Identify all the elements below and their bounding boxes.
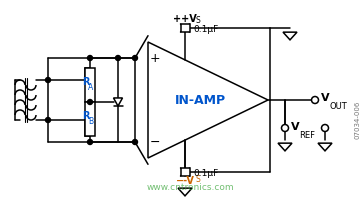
Circle shape — [45, 117, 51, 122]
Polygon shape — [113, 98, 122, 106]
Circle shape — [132, 55, 138, 60]
Text: 0.1μF: 0.1μF — [193, 25, 218, 34]
Text: V: V — [291, 122, 300, 132]
Polygon shape — [318, 143, 332, 151]
Text: ++V: ++V — [173, 14, 197, 24]
Circle shape — [87, 55, 92, 60]
Circle shape — [116, 55, 121, 60]
Circle shape — [45, 77, 51, 82]
Text: REF: REF — [299, 131, 315, 140]
Circle shape — [282, 124, 288, 132]
Circle shape — [87, 140, 92, 144]
Polygon shape — [148, 42, 268, 158]
Text: V: V — [321, 93, 330, 103]
Text: −-V: −-V — [175, 176, 195, 186]
Text: B: B — [88, 116, 93, 126]
Text: R: R — [82, 111, 90, 121]
Text: 0.1μF: 0.1μF — [193, 170, 218, 178]
Bar — [180, 24, 190, 32]
Polygon shape — [278, 143, 292, 151]
Text: −: − — [150, 136, 160, 148]
Text: A: A — [88, 82, 93, 92]
Text: www.cntronics.com: www.cntronics.com — [146, 182, 234, 192]
Circle shape — [312, 97, 318, 104]
Bar — [85, 102, 95, 136]
Circle shape — [322, 124, 329, 132]
Text: S: S — [195, 175, 200, 184]
Text: R: R — [82, 77, 90, 87]
Text: +: + — [150, 51, 160, 64]
Text: OUT: OUT — [329, 102, 347, 111]
Text: S: S — [195, 16, 200, 25]
Bar — [85, 68, 95, 102]
Polygon shape — [283, 32, 297, 40]
Circle shape — [87, 99, 92, 104]
Circle shape — [132, 140, 138, 144]
Text: IN-AMP: IN-AMP — [174, 94, 226, 106]
Polygon shape — [178, 188, 192, 196]
Bar — [180, 168, 190, 176]
Text: 07034-006: 07034-006 — [354, 101, 360, 139]
